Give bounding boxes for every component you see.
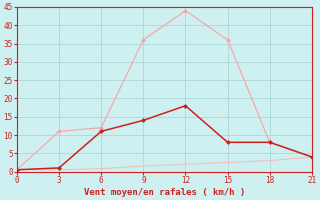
X-axis label: Vent moyen/en rafales ( km/h ): Vent moyen/en rafales ( km/h )	[84, 188, 245, 197]
